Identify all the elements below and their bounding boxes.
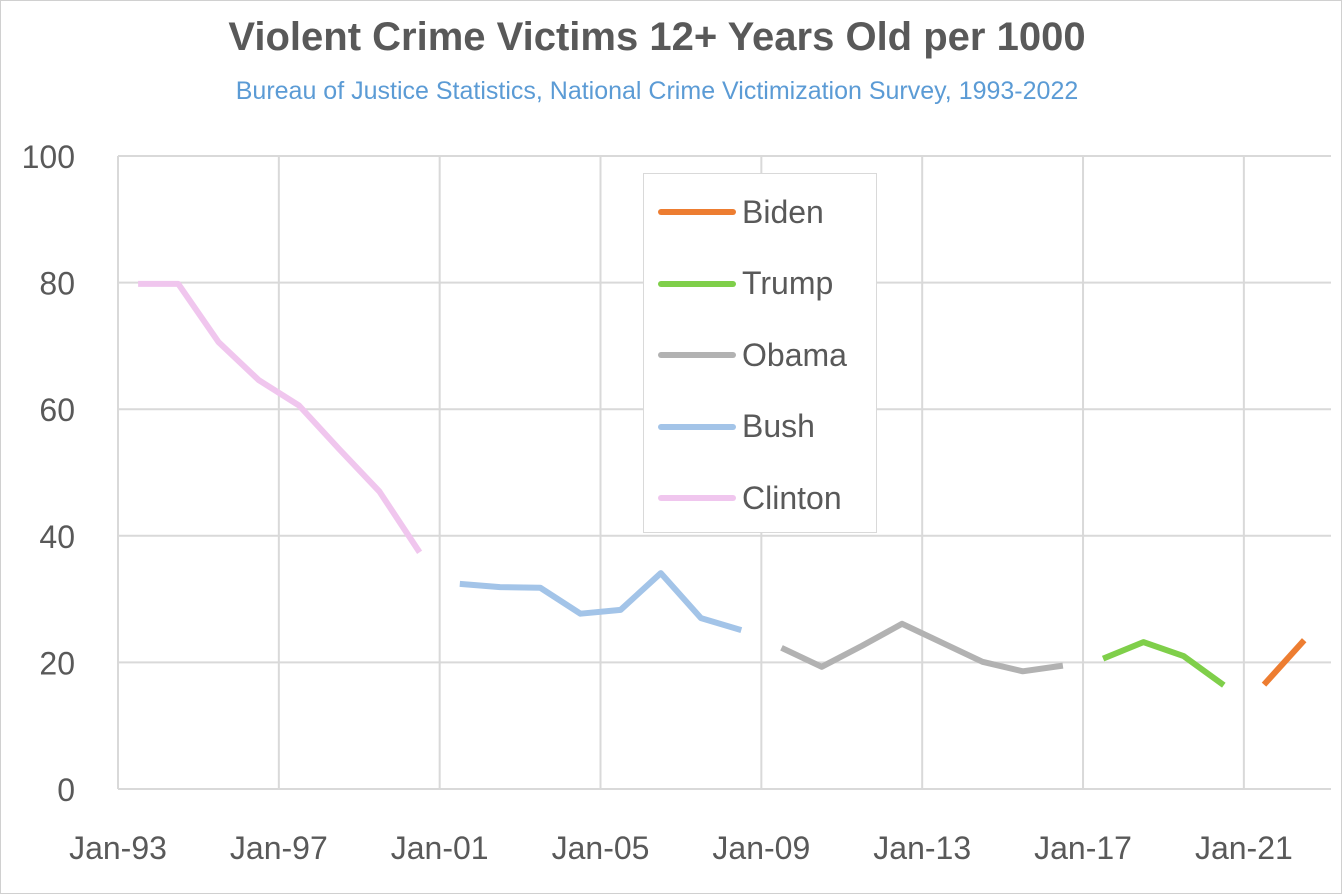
legend-swatch xyxy=(658,495,736,501)
series-line-biden xyxy=(1261,638,1307,687)
x-tick-label: Jan-01 xyxy=(391,830,489,866)
legend-label: Obama xyxy=(742,336,847,373)
y-tick-label: 80 xyxy=(39,266,75,302)
legend-item-bush: Bush xyxy=(658,407,815,447)
y-tick-label: 100 xyxy=(22,139,75,175)
x-axis-tick-labels: Jan-93 Jan-97 Jan-01 Jan-05 Jan-09 Jan-13 Jan-… xyxy=(69,830,1293,866)
legend: Biden Trump Obama Bush Clinton xyxy=(643,173,877,533)
legend-item-obama: Obama xyxy=(658,335,847,375)
series-line-trump xyxy=(1101,639,1226,688)
legend-swatch xyxy=(658,352,736,358)
legend-swatch xyxy=(658,280,736,287)
legend-item-trump: Trump xyxy=(658,264,833,304)
x-tick-label: Jan-17 xyxy=(1034,830,1132,866)
x-tick-label: Jan-09 xyxy=(712,830,810,866)
x-tick-label: Jan-97 xyxy=(230,830,328,866)
x-tick-label: Jan-05 xyxy=(552,830,650,866)
x-tick-label: Jan-93 xyxy=(69,830,167,866)
chart-subtitle: Bureau of Justice Statistics, National C… xyxy=(235,77,1079,105)
legend-label: Bush xyxy=(742,408,815,444)
series-line-obama xyxy=(780,620,1064,675)
legend-label: Clinton xyxy=(742,479,842,516)
y-tick-label: 40 xyxy=(39,519,75,555)
legend-item-clinton: Clinton xyxy=(658,478,842,518)
chart-title: Violent Crime Victims 12+ Years Old per … xyxy=(228,15,1086,59)
series-line-bush xyxy=(459,570,743,633)
y-axis-tick-labels: 0 20 40 60 80 100 xyxy=(22,139,75,808)
legend-label: Biden xyxy=(742,193,824,230)
x-tick-label: Jan-13 xyxy=(873,830,971,866)
x-tick-label: Jan-21 xyxy=(1195,830,1293,866)
legend-item-biden: Biden xyxy=(658,192,824,232)
y-tick-label: 60 xyxy=(39,392,75,428)
y-tick-label: 20 xyxy=(39,645,75,681)
legend-swatch xyxy=(658,209,736,215)
series-line-clinton xyxy=(138,280,423,554)
legend-swatch xyxy=(658,423,736,430)
series-lines xyxy=(138,280,1307,688)
legend-label: Trump xyxy=(742,265,834,301)
y-tick-label: 0 xyxy=(57,772,75,808)
